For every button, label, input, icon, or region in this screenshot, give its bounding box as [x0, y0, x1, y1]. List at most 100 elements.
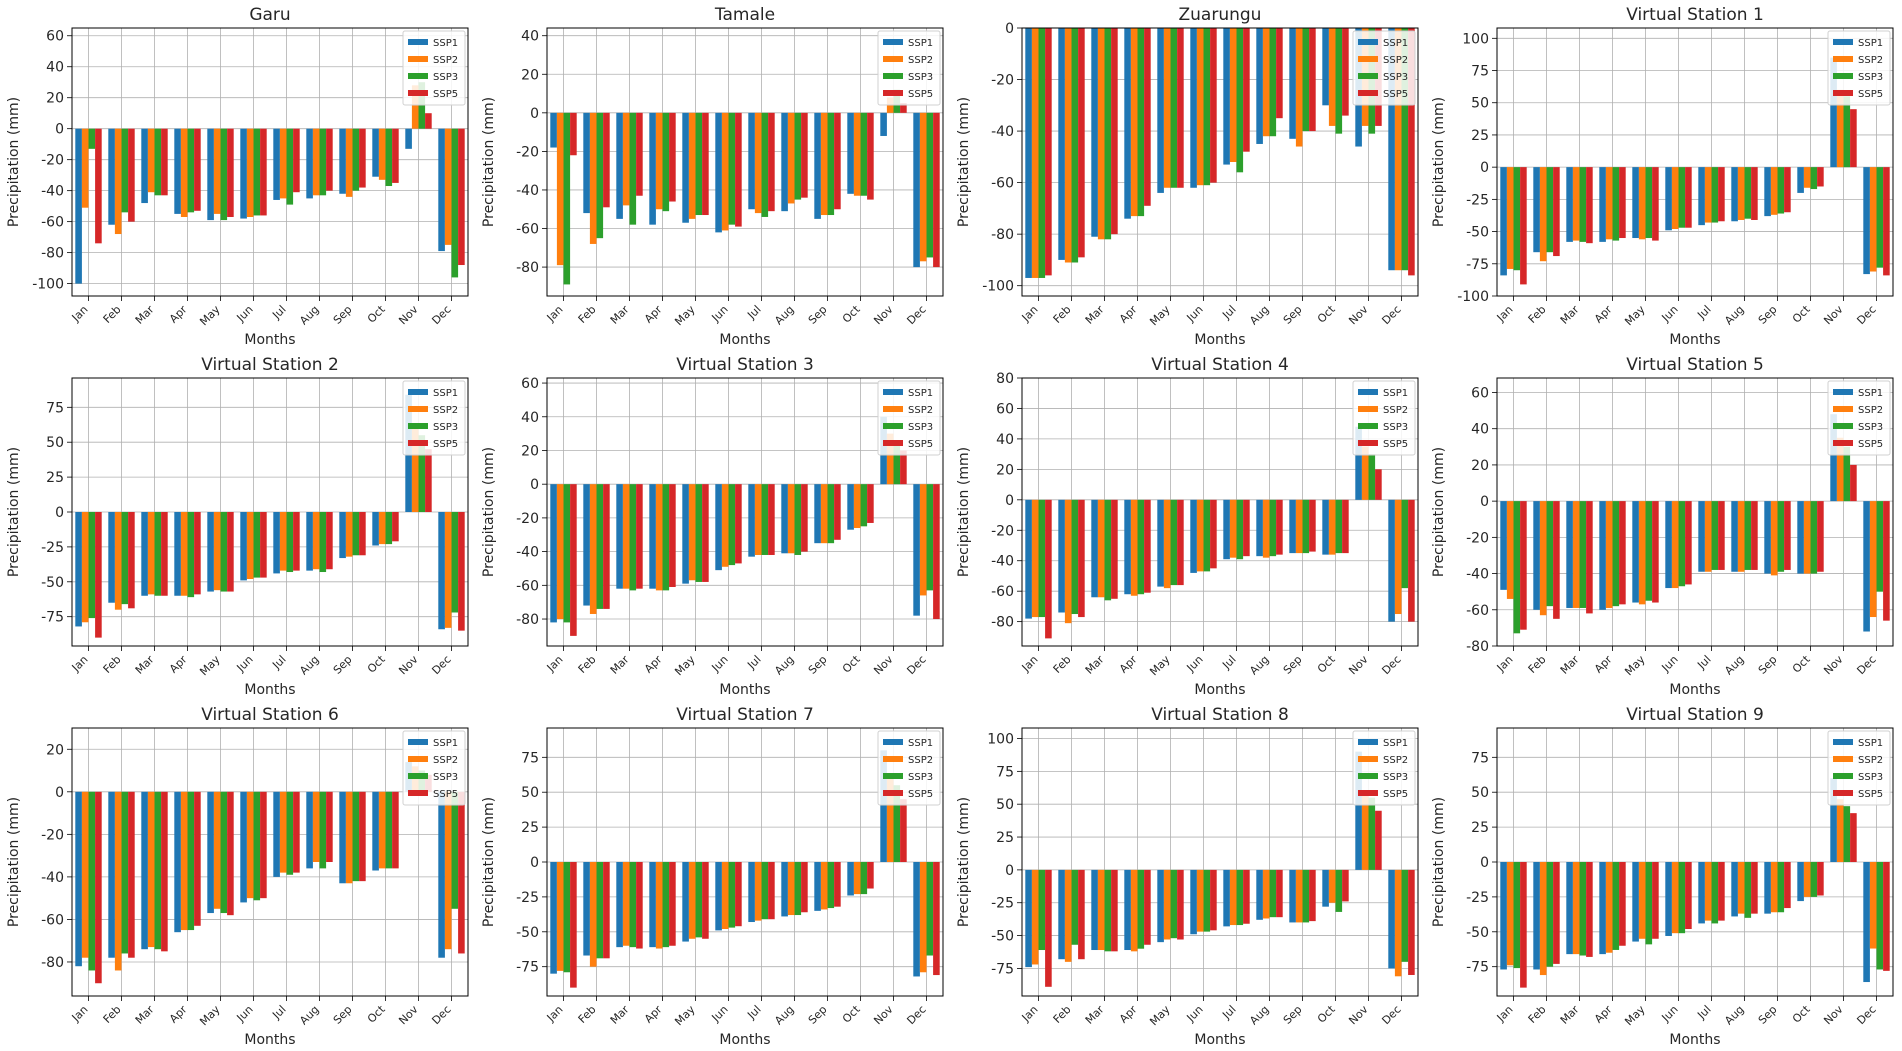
chart-title: Zuarungu — [1179, 5, 1262, 25]
bar-ssp2-sep — [345, 791, 353, 884]
bar-ssp1-dec — [913, 484, 920, 616]
bar-ssp1-mar — [141, 512, 148, 596]
x-tick-label: Jan — [544, 303, 566, 325]
bar-ssp2-aug — [1262, 499, 1270, 558]
x-tick-label: Jul — [1219, 1003, 1238, 1022]
bar-ssp1-aug — [306, 128, 313, 199]
bar-ssp3-apr — [1612, 501, 1620, 607]
x-tick-label: Nov — [871, 303, 896, 328]
bar-ssp5-jan — [570, 862, 577, 988]
bar-ssp5-aug — [1751, 862, 1758, 914]
bar-ssp2-jan — [556, 484, 564, 620]
chart-panel-1: Garu -100 -80 -60 -40 -20 0 20 40 60 Jan Feb Mar Apr M… — [6, 5, 469, 348]
bar-ssp5-nov — [1850, 813, 1857, 862]
bar-ssp2-jun — [246, 128, 254, 217]
bar-ssp3-apr — [187, 128, 195, 213]
bar-ssp3-dec — [926, 484, 934, 591]
bar-ssp3-jan — [1513, 501, 1521, 634]
bar-ssp5-mar — [1586, 862, 1593, 957]
x-tick-label: Nov — [871, 1003, 896, 1028]
y-tick-label: 50 — [996, 797, 1014, 813]
y-tick-label: 60 — [1471, 385, 1489, 401]
legend-label-ssp3: SSP3 — [908, 772, 933, 783]
legend-swatch-ssp1 — [883, 39, 903, 45]
bar-ssp3-oct — [1810, 501, 1818, 574]
bar-ssp2-may — [213, 128, 221, 214]
bar-ssp5-aug — [326, 128, 333, 191]
bar-ssp1-may — [682, 112, 689, 223]
bar-ssp5-mar — [1586, 501, 1593, 614]
legend-swatch-ssp1 — [1833, 39, 1853, 45]
bar-ssp3-nov — [1843, 446, 1851, 502]
bar-ssp2-may — [688, 112, 696, 219]
y-tick-label: 40 — [1471, 422, 1489, 438]
x-tick-label: Aug — [297, 303, 321, 327]
bar-ssp2-sep — [1295, 869, 1303, 923]
bar-ssp5-nov — [1375, 469, 1382, 500]
bar-ssp5-dec — [933, 484, 940, 620]
bar-ssp2-apr — [180, 512, 188, 596]
legend-label-ssp3: SSP3 — [433, 422, 458, 433]
grid-lines — [1497, 728, 1893, 996]
bar-ssp2-apr — [655, 484, 663, 591]
x-tick-label: Sep — [806, 1003, 830, 1027]
bar-ssp2-dec — [919, 862, 927, 973]
bar-ssp5-jul — [293, 791, 300, 873]
bar-ssp1-apr — [174, 128, 181, 214]
x-tick-label: Jun — [709, 303, 731, 325]
bar-ssp1-oct — [1797, 167, 1804, 193]
bar-ssp1-sep — [1289, 499, 1296, 554]
legend-swatch-ssp5 — [1358, 90, 1378, 96]
legend-label-ssp2: SSP2 — [908, 55, 933, 66]
bar-ssp1-dec — [913, 112, 920, 268]
x-tick-label: Mar — [1083, 1003, 1107, 1027]
bars — [75, 394, 465, 638]
x-axis-label: Months — [1194, 1032, 1245, 1048]
bar-ssp1-jan — [1500, 501, 1507, 590]
chart-title: Virtual Station 7 — [676, 705, 814, 725]
bar-ssp1-apr — [174, 791, 181, 933]
x-tick-label: Nov — [1821, 1003, 1846, 1028]
bars — [75, 762, 465, 984]
legend: SSP1 SSP2 SSP3 SSP5 — [1827, 380, 1891, 456]
bar-ssp1-jul — [273, 128, 280, 200]
bar-ssp2-feb — [1064, 869, 1072, 962]
bar-ssp5-feb — [128, 791, 135, 958]
legend-label-ssp5: SSP5 — [1858, 89, 1883, 100]
bar-ssp3-may — [1170, 499, 1178, 586]
x-tick-label: Oct — [365, 652, 388, 675]
legend-swatch-ssp1 — [1358, 739, 1378, 745]
bar-ssp2-apr — [180, 128, 188, 217]
x-axis-label: Months — [1669, 332, 1720, 348]
bar-ssp2-jul — [279, 512, 287, 571]
bar-ssp5-jan — [1045, 499, 1052, 639]
x-tick-label: May — [197, 653, 223, 679]
bar-ssp5-feb — [128, 512, 135, 609]
bar-ssp5-apr — [194, 128, 201, 211]
legend-label-ssp5: SSP5 — [1858, 439, 1883, 450]
bar-ssp5-aug — [1751, 167, 1758, 220]
legend-swatch-ssp2 — [408, 756, 428, 762]
bar-ssp3-oct — [860, 484, 868, 527]
legend-swatch-ssp2 — [408, 56, 428, 62]
bar-ssp2-oct — [378, 128, 386, 180]
legend-label-ssp1: SSP1 — [433, 38, 458, 49]
y-tick-label: 25 — [46, 470, 64, 486]
bar-ssp3-aug — [319, 791, 327, 869]
bar-ssp3-may — [1645, 167, 1653, 239]
bar-ssp5-jan — [1045, 28, 1052, 276]
bar-ssp3-jun — [1203, 499, 1211, 572]
bar-ssp2-oct — [1803, 501, 1811, 574]
x-tick-label: Dec — [1854, 1003, 1878, 1027]
x-tick-label: Feb — [101, 303, 124, 326]
bar-ssp5-nov — [1850, 109, 1857, 168]
x-axis-label: Months — [1194, 682, 1245, 698]
bar-ssp2-nov — [1836, 799, 1844, 862]
bar-ssp1-aug — [781, 484, 788, 554]
bar-ssp2-oct — [1328, 869, 1336, 903]
bar-ssp5-jul — [768, 112, 775, 212]
bar-ssp3-aug — [794, 484, 802, 555]
bars — [75, 82, 465, 284]
legend-box — [1827, 30, 1891, 106]
legend-swatch-ssp1 — [1833, 389, 1853, 395]
